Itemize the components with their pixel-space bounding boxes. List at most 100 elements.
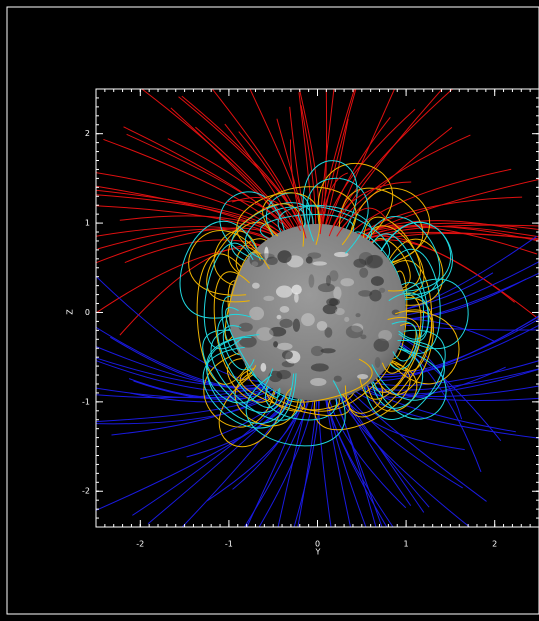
- sun-spot: [364, 254, 383, 269]
- sun-spot: [312, 261, 327, 266]
- field-loop: [344, 309, 433, 418]
- field-loop: [277, 204, 373, 254]
- sun-spot: [374, 356, 381, 368]
- field-loop: [213, 230, 259, 289]
- field-line: [297, 400, 318, 527]
- sun-spot: [276, 342, 293, 351]
- sun-spot: [252, 282, 260, 289]
- field-loop: [245, 206, 306, 260]
- field-line: [364, 360, 539, 387]
- field-loop: [388, 292, 430, 340]
- field-loop: [285, 358, 373, 403]
- sun-spot: [279, 305, 290, 313]
- y-tick-label: 2: [85, 129, 90, 138]
- field-loop: [206, 336, 274, 404]
- field-line: [147, 396, 292, 525]
- field-loop: [359, 316, 421, 400]
- sun-spot: [277, 250, 292, 264]
- x-tick-label: 1: [404, 540, 409, 549]
- sun-spot: [308, 274, 315, 288]
- field-line: [350, 178, 539, 245]
- field-loop: [239, 367, 351, 417]
- sun-spot: [275, 285, 293, 298]
- field-loop: [202, 346, 297, 429]
- sun-spot: [320, 348, 336, 354]
- sun-spot: [276, 314, 282, 320]
- sun-spot: [310, 345, 324, 357]
- field-loop: [206, 334, 295, 424]
- field-loop: [203, 348, 279, 428]
- sun-spot: [322, 304, 338, 315]
- sun-spot: [357, 373, 369, 380]
- sun-spot: [344, 316, 350, 322]
- field-loop: [219, 191, 288, 264]
- x-tick-label: -1: [225, 540, 233, 549]
- x-tick-label: -2: [136, 540, 144, 549]
- field-line: [96, 185, 280, 237]
- field-line: [321, 89, 328, 231]
- field-loop: [363, 329, 446, 421]
- field-line: [324, 118, 349, 226]
- sun-spot: [345, 325, 364, 339]
- sun-spot: [281, 350, 293, 360]
- field-line: [346, 387, 487, 502]
- field-line: [339, 384, 463, 489]
- field-line: [293, 390, 320, 527]
- sun-spot: [249, 306, 265, 321]
- sun-spot: [355, 313, 361, 318]
- sun-spot: [360, 334, 367, 340]
- x-axis-label: Y: [315, 548, 321, 557]
- sun-spot: [326, 297, 340, 307]
- field-loop: [380, 311, 460, 385]
- sun-spot: [334, 308, 345, 316]
- field-line: [362, 231, 539, 241]
- y-tick-label: -2: [82, 487, 90, 496]
- sun-spot: [333, 375, 342, 382]
- field-loop: [384, 281, 425, 370]
- field-loop: [224, 251, 261, 341]
- field-line: [300, 105, 317, 227]
- field-line: [332, 394, 383, 527]
- field-loop: [266, 192, 311, 248]
- field-loop: [262, 186, 357, 246]
- field-line: [195, 126, 296, 232]
- sun-spot: [333, 286, 342, 300]
- sun-spot: [373, 338, 390, 352]
- sun-spot: [273, 341, 278, 348]
- field-line: [366, 315, 539, 381]
- sun-spot: [260, 362, 267, 372]
- field-line: [289, 139, 307, 239]
- field-line: [401, 235, 538, 311]
- sun-spot: [310, 363, 329, 372]
- sun-spot: [378, 329, 393, 342]
- field-loop: [398, 278, 469, 350]
- field-loop: [225, 307, 281, 398]
- field-loop: [371, 339, 445, 401]
- field-line: [319, 172, 349, 235]
- field-line: [96, 379, 285, 399]
- field-line: [324, 117, 391, 236]
- sun-spot: [369, 289, 382, 302]
- sun-spot: [329, 270, 339, 282]
- sun-spot: [340, 278, 355, 287]
- sun-spot: [249, 253, 265, 267]
- field-loop: [386, 270, 408, 360]
- field-loop: [359, 216, 441, 301]
- front-field-lines: [188, 139, 469, 447]
- field-loop: [388, 238, 444, 306]
- field-line: [336, 207, 388, 237]
- y-tick-label: 0: [85, 308, 90, 317]
- field-loop: [391, 321, 418, 362]
- field-loop: [313, 357, 411, 431]
- sun-spot: [351, 323, 364, 333]
- field-line: [328, 89, 454, 237]
- field-line: [394, 333, 463, 420]
- sun-spot: [301, 313, 315, 327]
- sun-spot: [268, 370, 283, 383]
- sun-spot: [291, 284, 302, 295]
- field-line: [232, 197, 301, 232]
- sun-spot: [238, 322, 253, 332]
- field-line: [96, 275, 273, 382]
